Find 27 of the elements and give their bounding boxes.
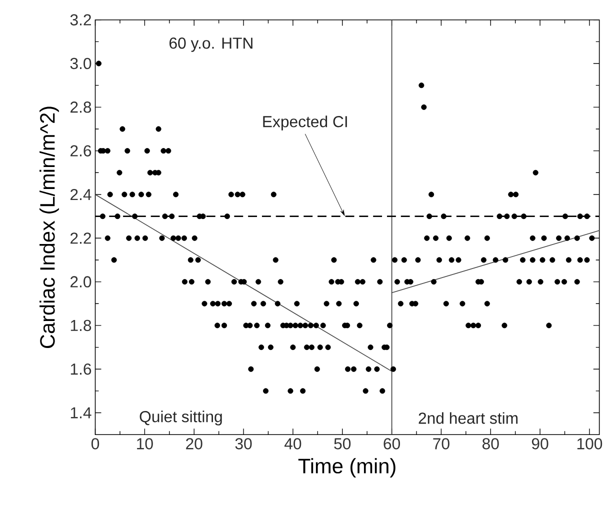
x-tick-label: 30 [235, 438, 252, 450]
x-tick-label: 50 [334, 438, 351, 450]
x-tick-label: 100 [577, 438, 602, 450]
x-tick-label: 0 [91, 438, 100, 450]
x-tick-label: 60 [384, 438, 400, 450]
y-tick-label: 3.0 [70, 58, 92, 70]
y-tick-label: 2.2 [70, 232, 91, 244]
y-tick-label: 1.6 [70, 363, 92, 375]
x-tick-label: 20 [186, 438, 202, 450]
annotation: 2nd heart stim [418, 412, 518, 424]
y-tick-label: 2.8 [70, 102, 92, 113]
x-tick-label: 90 [532, 438, 548, 450]
y-tick-label: 2.6 [70, 145, 92, 156]
y-tick-label: 1.4 [70, 407, 92, 418]
y-tick-label: 2.4 [70, 188, 92, 200]
annotation: Quiet sitting [140, 410, 222, 426]
x-tick-label: 80 [482, 438, 499, 450]
y-axis-title: Cardiac Index (L/min/m^2) [40, 106, 59, 348]
x-tick-label: 40 [284, 438, 302, 450]
annotation: 60 y.o. HTN [170, 38, 252, 52]
x-tick-label: 70 [433, 438, 450, 450]
y-tick-label: 1.8 [70, 320, 92, 332]
x-axis-title: Time (min) [298, 458, 396, 478]
y-tick-label: 2.0 [70, 276, 92, 288]
y-tick-label: 3.2 [70, 14, 91, 26]
x-tick-label: 10 [137, 438, 153, 450]
annotation: Expected CI [263, 116, 347, 130]
